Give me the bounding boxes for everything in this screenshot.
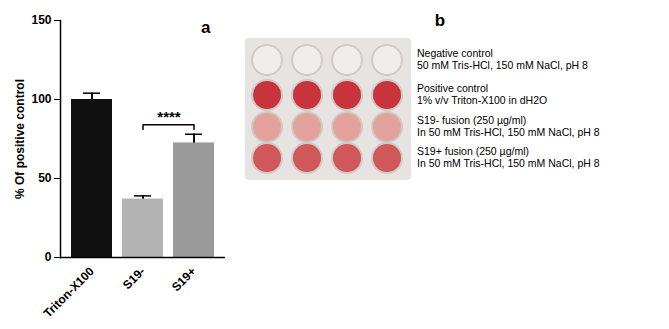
svg-text:In 50 mM Tris-HCl, 150 mM NaCl: In 50 mM Tris-HCl, 150 mM NaCl, pH 8: [417, 157, 600, 169]
svg-text:b: b: [435, 11, 445, 30]
svg-text:Negative control: Negative control: [417, 47, 493, 59]
svg-text:****: ****: [157, 108, 181, 125]
svg-text:a: a: [201, 18, 211, 37]
svg-text:S19+ fusion (250 µg/ml): S19+ fusion (250 µg/ml): [417, 145, 529, 157]
svg-text:S19-: S19-: [120, 264, 148, 292]
svg-text:0: 0: [45, 250, 52, 264]
svg-text:150: 150: [31, 13, 51, 27]
svg-text:100: 100: [31, 92, 51, 106]
svg-text:50 mM Tris-HCl, 150 mM NaCl, p: 50 mM Tris-HCl, 150 mM NaCl, pH 8: [417, 59, 588, 71]
svg-text:Positive control: Positive control: [417, 82, 488, 94]
svg-text:50: 50: [38, 171, 52, 185]
svg-text:1% v/v Triton-X100 in dH2O: 1% v/v Triton-X100 in dH2O: [417, 94, 547, 106]
svg-text:S19- fusion (250 µg/ml): S19- fusion (250 µg/ml): [417, 114, 526, 126]
svg-text:Triton-X100: Triton-X100: [41, 264, 97, 320]
svg-text:% Of positive control: % Of positive control: [13, 79, 27, 199]
svg-text:S19+: S19+: [169, 264, 199, 294]
svg-text:In 50 mM Tris-HCl, 150 mM NaCl: In 50 mM Tris-HCl, 150 mM NaCl, pH 8: [417, 126, 600, 138]
